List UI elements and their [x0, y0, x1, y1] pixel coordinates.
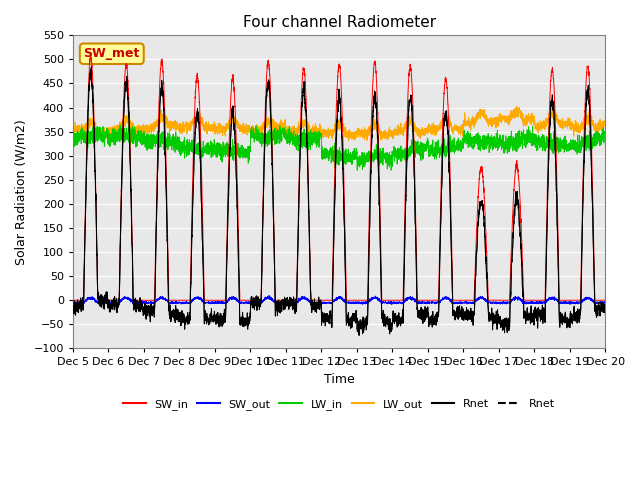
Y-axis label: Solar Radiation (W/m2): Solar Radiation (W/m2)	[15, 119, 28, 265]
Legend: SW_in, SW_out, LW_in, LW_out, Rnet, Rnet: SW_in, SW_out, LW_in, LW_out, Rnet, Rnet	[119, 395, 559, 414]
X-axis label: Time: Time	[324, 373, 355, 386]
Title: Four channel Radiometer: Four channel Radiometer	[243, 15, 436, 30]
Text: SW_met: SW_met	[84, 47, 140, 60]
